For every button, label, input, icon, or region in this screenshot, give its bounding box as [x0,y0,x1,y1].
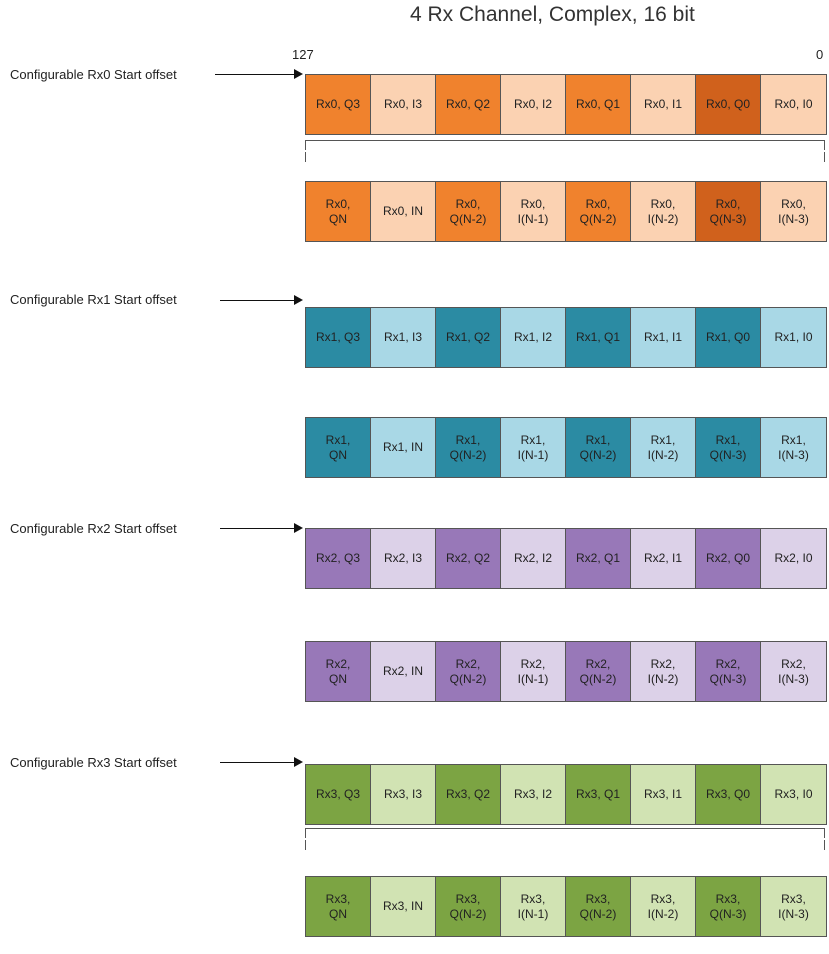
register-cell: Rx2, Q2 [436,529,501,588]
register-cell: Rx1, QN [306,418,371,477]
register-cell: Rx3, I2 [501,765,566,824]
register-cell: Rx0, I3 [371,75,436,134]
register-cell: Rx1, Q(N-3) [696,418,761,477]
register-cell: Rx1, Q3 [306,308,371,367]
register-cell: Rx1, IN [371,418,436,477]
rx3-offset-label: Configurable Rx3 Start offset [10,755,177,770]
register-cell: Rx0, I1 [631,75,696,134]
register-cell: Rx3, Q3 [306,765,371,824]
register-cell: Rx2, I0 [761,529,826,588]
rx3-row-b: Rx3, QN Rx3, IN Rx3, Q(N-2) Rx3, I(N-1) Rx3, Q(N… [305,876,827,937]
register-cell: Rx2, Q(N-3) [696,642,761,701]
register-cell: Rx0, IN [371,182,436,241]
register-cell: Rx3, I1 [631,765,696,824]
register-cell: Rx0, I(N-1) [501,182,566,241]
register-cell: Rx0, Q(N-3) [696,182,761,241]
register-cell: Rx2, Q1 [566,529,631,588]
rx2-row-a: Rx2, Q3 Rx2, I3 Rx2, Q2 Rx2, I2 Rx2, Q1 Rx2, … [305,528,827,589]
rx3-offset-arrow [220,762,295,763]
arrow-head-icon [294,69,303,79]
register-cell: Rx2, Q0 [696,529,761,588]
arrow-head-icon [294,523,303,533]
register-cell: Rx1, Q2 [436,308,501,367]
register-cell: Rx3, I0 [761,765,826,824]
register-cell: Rx2, QN [306,642,371,701]
register-cell: Rx2, Q3 [306,529,371,588]
arrow-head-icon [294,757,303,767]
register-cell: Rx0, Q3 [306,75,371,134]
register-cell: Rx3, Q(N-3) [696,877,761,936]
rx2-row-b: Rx2, QN Rx2, IN Rx2, Q(N-2) Rx2, I(N-1) Rx2, Q(N… [305,641,827,702]
register-cell: Rx1, I(N-1) [501,418,566,477]
register-cell: Rx0, QN [306,182,371,241]
register-cell: Rx3, QN [306,877,371,936]
register-cell: Rx1, I1 [631,308,696,367]
register-cell: Rx1, Q(N-2) [436,418,501,477]
register-cell: Rx0, Q(N-2) [566,182,631,241]
register-cell: Rx1, Q0 [696,308,761,367]
rx3-continuation [305,828,825,850]
register-cell: Rx3, IN [371,877,436,936]
diagram-title: 4 Rx Channel, Complex, 16 bit [410,3,695,26]
register-cell: Rx2, I3 [371,529,436,588]
register-cell: Rx2, I(N-3) [761,642,826,701]
register-cell: Rx0, Q2 [436,75,501,134]
register-cell: Rx3, I(N-2) [631,877,696,936]
register-cell: Rx3, Q0 [696,765,761,824]
register-cell: Rx2, I(N-2) [631,642,696,701]
register-cell: Rx2, Q(N-2) [436,642,501,701]
register-cell: Rx0, I(N-3) [761,182,826,241]
register-cell: Rx1, I2 [501,308,566,367]
register-cell: Rx0, Q(N-2) [436,182,501,241]
register-cell: Rx0, Q1 [566,75,631,134]
register-cell: Rx1, Q(N-2) [566,418,631,477]
rx1-offset-label: Configurable Rx1 Start offset [10,292,177,307]
register-cell: Rx1, I(N-3) [761,418,826,477]
rx3-row-a: Rx3, Q3 Rx3, I3 Rx3, Q2 Rx3, I2 Rx3, Q1 Rx3, … [305,764,827,825]
rx0-offset-arrow [215,74,295,75]
rx1-row-a: Rx1, Q3 Rx1, I3 Rx1, Q2 Rx1, I2 Rx1, Q1 Rx1, … [305,307,827,368]
register-cell: Rx2, Q(N-2) [566,642,631,701]
register-cell: Rx2, IN [371,642,436,701]
register-cell: Rx3, I3 [371,765,436,824]
register-cell: Rx3, Q(N-2) [566,877,631,936]
bit-127-label: 127 [292,47,314,62]
rx0-row-a: Rx0, Q3 Rx0, I3 Rx0, Q2 Rx0, I2 Rx0, Q1 Rx0, … [305,74,827,135]
register-cell: Rx0, I2 [501,75,566,134]
rx1-row-b: Rx1, QN Rx1, IN Rx1, Q(N-2) Rx1, I(N-1) Rx1, Q(N… [305,417,827,478]
register-cell: Rx0, Q0 [696,75,761,134]
register-cell: Rx2, I(N-1) [501,642,566,701]
register-cell: Rx0, I0 [761,75,826,134]
register-cell: Rx3, Q(N-2) [436,877,501,936]
rx1-offset-arrow [220,300,295,301]
register-cell: Rx1, I0 [761,308,826,367]
register-cell: Rx3, Q1 [566,765,631,824]
register-cell: Rx0, I(N-2) [631,182,696,241]
register-cell: Rx3, I(N-3) [761,877,826,936]
register-cell: Rx2, I1 [631,529,696,588]
register-cell: Rx2, I2 [501,529,566,588]
rx0-row-b: Rx0, QN Rx0, IN Rx0, Q(N-2) Rx0, I(N-1) Rx0, Q(N… [305,181,827,242]
register-cell: Rx3, I(N-1) [501,877,566,936]
register-cell: Rx1, I3 [371,308,436,367]
register-cell: Rx1, I(N-2) [631,418,696,477]
register-cell: Rx3, Q2 [436,765,501,824]
rx0-offset-label: Configurable Rx0 Start offset [10,67,177,82]
rx2-offset-arrow [220,528,295,529]
bit-0-label: 0 [816,47,824,62]
rx0-continuation [305,140,825,162]
register-cell: Rx1, Q1 [566,308,631,367]
rx2-offset-label: Configurable Rx2 Start offset [10,521,177,536]
arrow-head-icon [294,295,303,305]
